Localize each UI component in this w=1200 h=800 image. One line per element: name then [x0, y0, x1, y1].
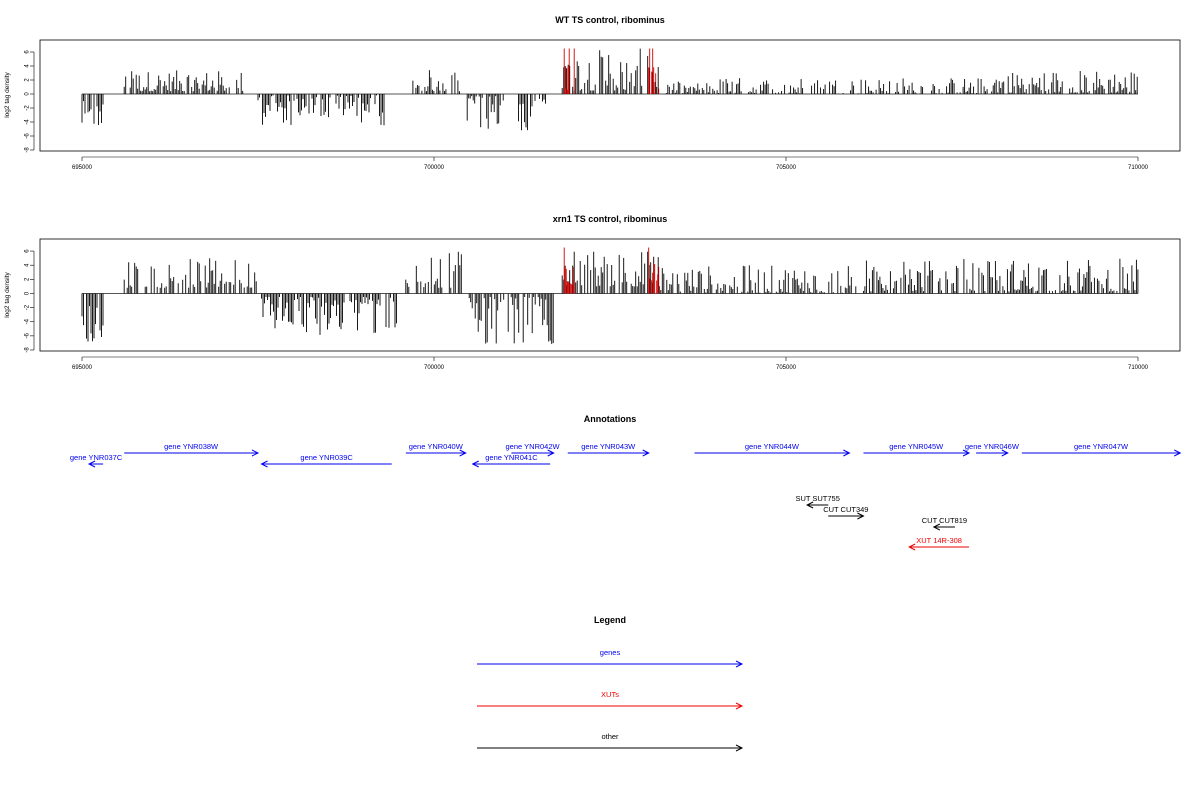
- annotation-label: gene YNR046W: [965, 442, 1020, 451]
- annotation-feature: gene YNR038W: [124, 442, 260, 457]
- annotation-feature: gene YNR043W: [567, 442, 650, 457]
- annotation-feature: gene YNR042W: [506, 442, 561, 457]
- annotations-title: Annotations: [584, 414, 637, 424]
- y-tick-label: -8: [25, 147, 31, 153]
- track-title-wt: WT TS control, ribominus: [555, 15, 665, 25]
- x-tick-label: 705000: [776, 365, 797, 371]
- x-tick-label: 705000: [776, 165, 797, 171]
- x-tick-label: 710000: [1128, 365, 1149, 371]
- y-tick-label: -4: [25, 119, 31, 125]
- legend-label: genes: [600, 648, 621, 657]
- x-axis: 695000 700000 705000 710000: [72, 356, 1149, 371]
- track-panel-xrn1: xrn1 TS control, ribominus log2 tag dens…: [4, 214, 1181, 371]
- annotation-label: gene YNR042W: [506, 442, 561, 451]
- y-tick-label: -2: [25, 304, 31, 310]
- annotation-label: gene YNR043W: [581, 442, 636, 451]
- legend-label: other: [601, 732, 619, 741]
- annotation-label: CUT CUT819: [922, 516, 967, 525]
- y-tick-label: 4: [25, 263, 31, 267]
- y-axis: 6 4 2 0 -2 -4 -6 -8: [25, 50, 35, 153]
- annotation-feature: gene YNR047W: [1021, 442, 1182, 457]
- x-tick-label: 700000: [424, 365, 445, 371]
- annotation-feature: SUT SUT755: [795, 494, 840, 509]
- signal-bars: [81, 247, 1139, 344]
- annotation-feature: CUT CUT819: [922, 516, 967, 531]
- legend-title: Legend: [594, 615, 626, 625]
- track-panel-wt: WT TS control, ribominus log2 tag densit…: [4, 15, 1181, 171]
- annotation-feature: gene YNR044W: [694, 442, 851, 457]
- legend-items: genes XUTs other: [477, 648, 744, 752]
- annotation-feature: gene YNR045W: [863, 442, 971, 457]
- legend-panel: Legend genes XUTs other: [477, 615, 744, 752]
- annotation-label: SUT SUT755: [795, 494, 839, 503]
- y-tick-label: 2: [25, 277, 31, 281]
- annotation-label: gene YNR040W: [409, 442, 464, 451]
- y-tick-label: -6: [25, 333, 31, 339]
- annotation-feature: gene YNR040W: [405, 442, 467, 457]
- y-axis-label: log2 tag density: [4, 71, 11, 117]
- y-tick-label: 4: [25, 64, 31, 68]
- annotation-label: gene YNR044W: [745, 442, 800, 451]
- y-tick-label: 0: [25, 291, 31, 295]
- annotation-feature: XUT 14R-308: [908, 536, 970, 551]
- annotation-feature: gene YNR037C: [70, 453, 123, 468]
- annotation-label: gene YNR041C: [485, 453, 538, 462]
- x-tick-label: 695000: [72, 165, 93, 171]
- y-tick-label: -8: [25, 347, 31, 353]
- x-tick-label: 700000: [424, 165, 445, 171]
- y-tick-label: 0: [25, 92, 31, 96]
- x-tick-label: 695000: [72, 365, 93, 371]
- track-title-xrn1: xrn1 TS control, ribominus: [553, 214, 668, 224]
- annotation-label: XUT 14R-308: [916, 536, 962, 545]
- annotation-feature: CUT CUT349: [823, 505, 868, 520]
- y-tick-label: -4: [25, 318, 31, 324]
- signal-bars: [81, 48, 1138, 131]
- plot-frame: [39, 238, 1181, 352]
- y-tick-label: 6: [25, 50, 31, 54]
- y-axis: 6 4 2 0 -2 -4 -6 -8: [25, 249, 35, 353]
- y-tick-label: -6: [25, 133, 31, 139]
- y-tick-label: -2: [25, 105, 31, 111]
- annotation-label: gene YNR038W: [164, 442, 219, 451]
- y-tick-label: 2: [25, 78, 31, 82]
- annotation-label: CUT CUT349: [823, 505, 868, 514]
- x-tick-label: 710000: [1128, 165, 1149, 171]
- annotation-feature: gene YNR041C: [471, 453, 551, 468]
- legend-item: genes: [477, 648, 744, 668]
- annotation-label: gene YNR039C: [300, 453, 353, 462]
- y-axis-label: log2 tag density: [4, 271, 11, 317]
- legend-label: XUTs: [601, 690, 619, 699]
- annotation-label: gene YNR045W: [889, 442, 944, 451]
- y-tick-label: 6: [25, 249, 31, 253]
- legend-item: other: [477, 732, 744, 752]
- annotation-features: gene YNR037C gene YNR038W gene YNR039C gene…: [70, 442, 1182, 551]
- plot-frame: [39, 39, 1181, 152]
- annotation-label: gene YNR037C: [70, 453, 123, 462]
- legend-item: XUTs: [477, 690, 744, 710]
- annotation-feature: gene YNR046W: [965, 442, 1020, 457]
- x-axis: 695000 700000 705000 710000: [72, 156, 1149, 171]
- annotation-label: gene YNR047W: [1074, 442, 1129, 451]
- annotation-feature: gene YNR039C: [260, 453, 392, 468]
